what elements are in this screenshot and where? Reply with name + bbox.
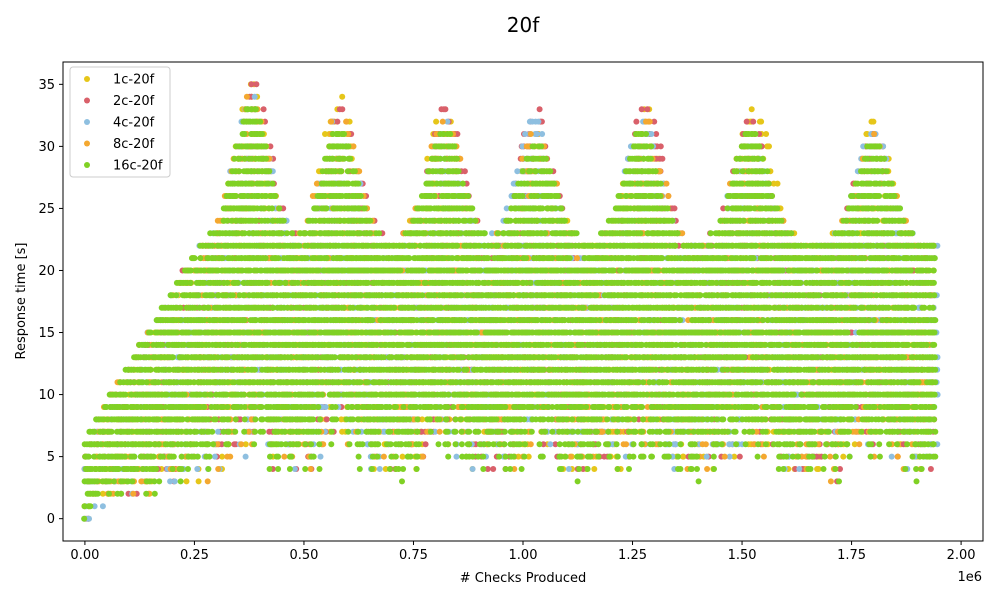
data-point — [424, 155, 431, 162]
data-point — [215, 428, 221, 435]
data-point — [454, 131, 461, 137]
data-point — [671, 205, 678, 212]
data-point — [731, 453, 738, 460]
data-point — [927, 466, 934, 472]
data-point — [490, 466, 497, 472]
data-point — [218, 441, 225, 448]
data-point — [748, 106, 755, 113]
data-point — [851, 441, 858, 448]
data-point — [339, 93, 346, 100]
data-point — [840, 453, 847, 460]
scatter-points — [81, 81, 941, 522]
data-point — [638, 106, 645, 113]
data-point — [322, 131, 328, 137]
data-point — [422, 441, 429, 448]
data-point — [763, 131, 770, 137]
data-point — [635, 416, 642, 423]
data-point — [525, 453, 532, 460]
data-point — [382, 466, 389, 472]
data-point — [774, 180, 781, 187]
data-point — [219, 453, 226, 460]
data-point — [248, 81, 255, 88]
data-point — [659, 155, 666, 162]
data-point — [758, 118, 765, 125]
data-point — [99, 490, 106, 497]
data-point — [433, 118, 440, 125]
data-point — [766, 143, 772, 150]
chart-title: 20f — [507, 13, 540, 37]
data-point — [253, 81, 260, 88]
data-point — [99, 503, 106, 510]
data-point — [334, 118, 341, 125]
data-point — [399, 453, 406, 460]
data-point — [195, 478, 202, 485]
data-point — [736, 453, 743, 460]
data-point — [750, 118, 757, 125]
data-point — [591, 466, 598, 472]
data-point — [633, 118, 640, 125]
data-point — [260, 106, 267, 113]
data-point — [657, 143, 664, 150]
data-point — [870, 118, 877, 125]
data-point — [194, 466, 201, 472]
data-point — [815, 466, 822, 472]
data-point — [680, 453, 687, 460]
data-point — [743, 118, 750, 125]
data-point — [644, 106, 651, 113]
data-point — [536, 106, 543, 113]
data-point — [339, 106, 346, 113]
data-point — [242, 441, 249, 448]
data-point — [237, 416, 244, 423]
data-point — [211, 453, 218, 460]
data-point — [461, 168, 468, 175]
data-point — [484, 466, 491, 472]
data-point — [323, 416, 330, 423]
data-point — [442, 106, 449, 113]
data-point — [552, 441, 559, 448]
data-point — [171, 478, 178, 485]
data-point — [183, 478, 190, 485]
